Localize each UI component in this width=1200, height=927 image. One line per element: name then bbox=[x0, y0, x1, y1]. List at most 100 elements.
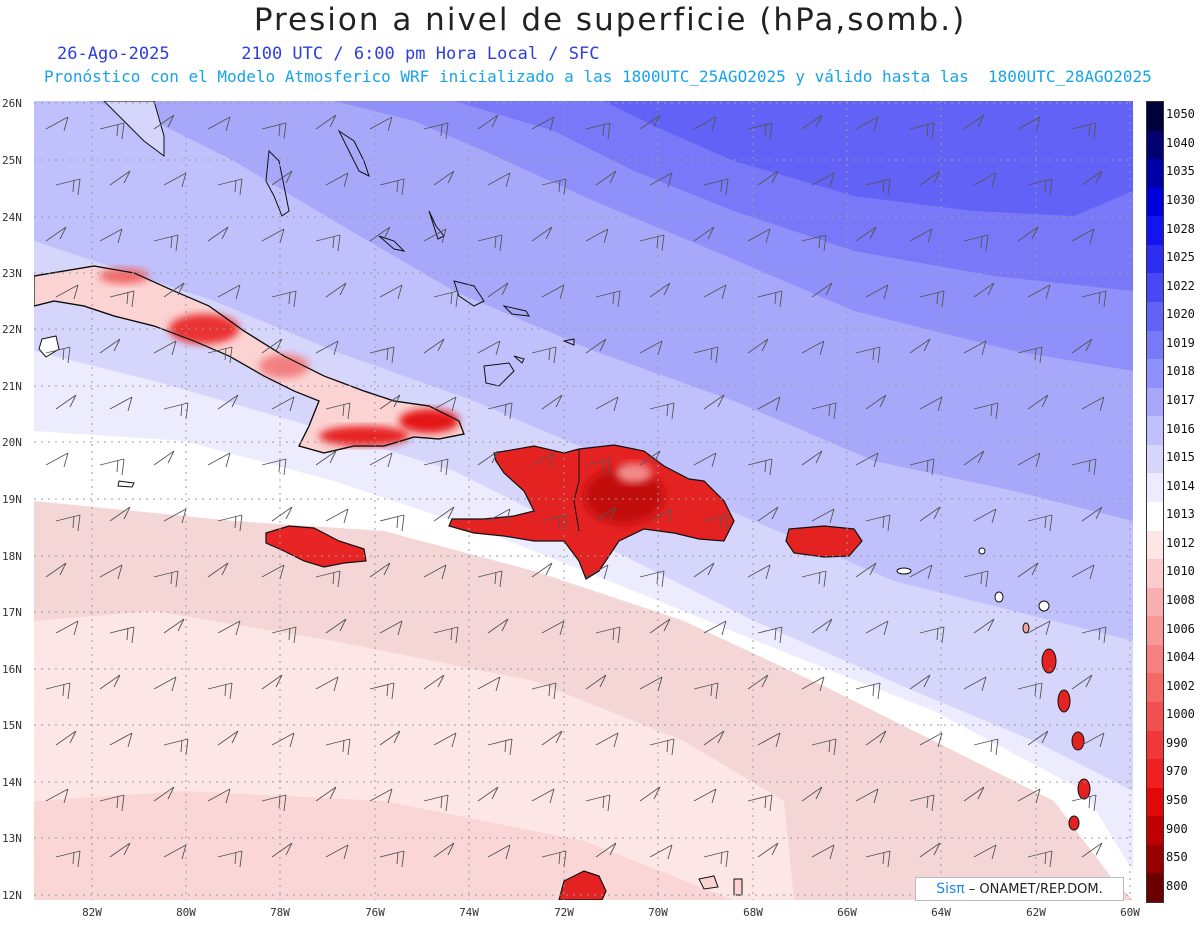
wind-barb bbox=[325, 618, 347, 634]
wind-barb bbox=[919, 732, 943, 748]
lat-label: 23N bbox=[2, 267, 22, 280]
wind-barb bbox=[55, 178, 81, 196]
wind-barb bbox=[811, 844, 835, 860]
wind-barb bbox=[153, 114, 175, 130]
wind-barb bbox=[109, 506, 131, 522]
colorbar-segment bbox=[1147, 559, 1163, 589]
wind-barb bbox=[369, 788, 393, 804]
colorbar-segment bbox=[1147, 730, 1163, 760]
wind-barb bbox=[45, 452, 69, 468]
colorbar-label: 1030 bbox=[1166, 193, 1195, 207]
wind-barb bbox=[261, 794, 287, 812]
wind-barb bbox=[639, 234, 665, 252]
lon-label: 78W bbox=[270, 906, 290, 919]
wind-barb bbox=[747, 674, 769, 690]
wind-barb bbox=[693, 116, 717, 132]
wind-barb bbox=[477, 450, 499, 466]
wind-barb bbox=[45, 116, 69, 132]
lat-label: 20N bbox=[2, 436, 22, 449]
wind-barb bbox=[423, 122, 449, 140]
wind-barb bbox=[541, 850, 567, 868]
wind-barb bbox=[325, 282, 347, 298]
colorbar-segment bbox=[1147, 873, 1163, 903]
colorbar-label: 1025 bbox=[1166, 250, 1195, 265]
wind-barb bbox=[595, 290, 621, 308]
wind-barb bbox=[487, 508, 511, 524]
wind-barb bbox=[747, 338, 769, 354]
wind-barb bbox=[163, 282, 185, 298]
wind-barb bbox=[207, 452, 231, 468]
wind-barb bbox=[487, 282, 509, 298]
colorbar-segment bbox=[1147, 187, 1163, 217]
lon-label: 80W bbox=[176, 906, 196, 919]
wind-barb bbox=[595, 732, 619, 748]
wind-barb bbox=[963, 786, 985, 802]
wind-barb bbox=[639, 676, 663, 692]
wind-barb bbox=[1017, 226, 1039, 242]
wind-barb bbox=[423, 338, 445, 354]
wind-barb bbox=[163, 844, 187, 860]
wind-barb bbox=[315, 786, 337, 802]
wind-barb bbox=[855, 788, 879, 804]
wind-barb bbox=[963, 570, 989, 588]
forecast-time-line: 26-Ago-2025 2100 UTC / 6:00 pm Hora Loca… bbox=[57, 44, 599, 64]
wind-barb bbox=[217, 394, 239, 410]
lat-label: 22N bbox=[2, 323, 22, 336]
wind-barb bbox=[1071, 674, 1093, 690]
wind-barb bbox=[595, 506, 617, 522]
wind-barb bbox=[109, 626, 135, 644]
wind-barb bbox=[271, 290, 297, 308]
wind-barb bbox=[909, 674, 931, 690]
wind-barb bbox=[649, 618, 671, 634]
wind-barb bbox=[217, 514, 243, 532]
lon-label: 82W bbox=[82, 906, 102, 919]
wind-barb bbox=[801, 114, 823, 130]
wind-barb bbox=[919, 626, 945, 644]
time-label: 2100 UTC / 6:00 pm Hora Local / SFC bbox=[241, 44, 600, 64]
wind-barb bbox=[963, 234, 989, 252]
wind-barb bbox=[865, 284, 889, 300]
wind-barb bbox=[315, 340, 339, 356]
wind-barb bbox=[153, 570, 179, 588]
wind-barb bbox=[703, 620, 727, 636]
wind-barb bbox=[55, 514, 81, 532]
lat-label: 15N bbox=[2, 719, 22, 732]
wind-barb bbox=[865, 620, 889, 636]
map-canvas bbox=[34, 101, 1133, 900]
wind-barb bbox=[261, 564, 285, 580]
wind-barb bbox=[487, 402, 513, 420]
wind-barb bbox=[99, 228, 123, 244]
wind-barb bbox=[153, 450, 175, 466]
wind-barb bbox=[909, 122, 935, 140]
lon-label: 74W bbox=[459, 906, 479, 919]
colorbar-segment bbox=[1147, 759, 1163, 789]
wind-barb bbox=[271, 170, 293, 186]
wind-barb bbox=[585, 338, 607, 354]
wind-barb bbox=[99, 458, 125, 476]
lat-label: 13N bbox=[2, 832, 22, 845]
colorbar-label: 1018 bbox=[1166, 364, 1195, 379]
wind-barb bbox=[271, 396, 295, 412]
wind-barb bbox=[271, 506, 293, 522]
wind-barb bbox=[757, 506, 779, 522]
colorbar-segment bbox=[1147, 416, 1163, 446]
wind-barb bbox=[1027, 514, 1053, 532]
colorbar-segment bbox=[1147, 702, 1163, 732]
wind-barb bbox=[433, 626, 459, 644]
colorbar-label: 1004 bbox=[1166, 650, 1195, 665]
wind-barb bbox=[1071, 228, 1095, 244]
colorbar-segment bbox=[1147, 159, 1163, 189]
colorbar-label: 1010 bbox=[1166, 564, 1195, 579]
colorbar-label: 1050 bbox=[1166, 107, 1195, 122]
wind-barb bbox=[531, 562, 553, 578]
colorbar-label: 1017 bbox=[1166, 393, 1195, 407]
colorbar-label: 1040 bbox=[1166, 135, 1195, 150]
wind-barb bbox=[433, 506, 455, 522]
wind-barb bbox=[801, 786, 823, 802]
wind-barb bbox=[595, 396, 619, 412]
wind-barb bbox=[423, 564, 447, 580]
wind-barb bbox=[963, 450, 985, 466]
colorbar-segment bbox=[1147, 502, 1163, 532]
wind-barb bbox=[811, 172, 835, 188]
wind-barb bbox=[477, 570, 503, 588]
